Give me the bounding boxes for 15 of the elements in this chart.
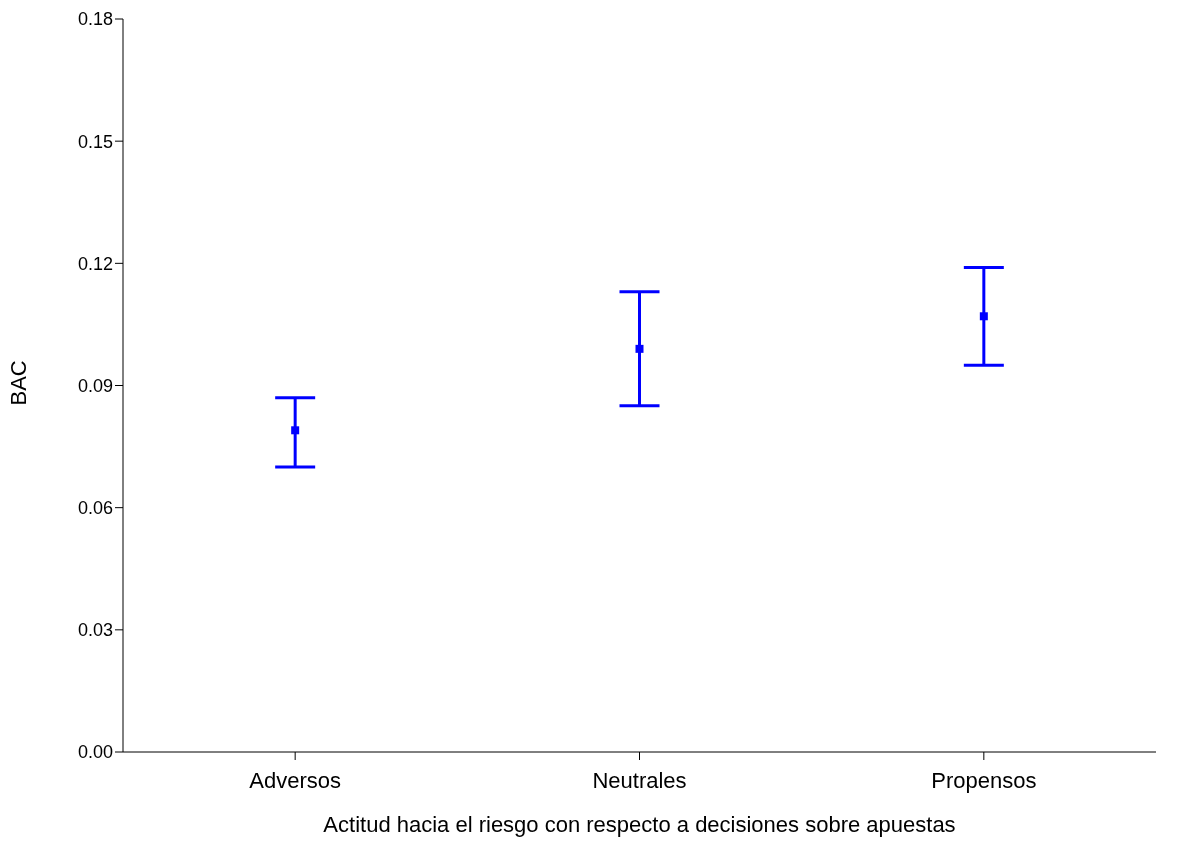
x-axis-title: Actitud hacia el riesgo con respecto a decisiones sobre apuestas [323, 812, 956, 837]
y-axis-title: BAC [5, 360, 31, 406]
y-tick-label: 0.00 [77, 742, 113, 763]
x-tick-label: Propensos [931, 767, 1037, 793]
y-tick-label: 0.03 [77, 620, 113, 641]
y-tick-label: 0.06 [77, 498, 113, 519]
x-tick-label: Adversos [249, 767, 342, 793]
y-tick-label: 0.15 [77, 131, 113, 152]
point [635, 344, 644, 353]
x-tick-label: Neutrales [592, 767, 687, 793]
y-tick-label: 0.18 [77, 9, 113, 30]
y-tick-label: 0.12 [77, 253, 113, 274]
point [291, 426, 300, 435]
point [979, 312, 988, 321]
y-tick-label: 0.09 [77, 375, 113, 396]
